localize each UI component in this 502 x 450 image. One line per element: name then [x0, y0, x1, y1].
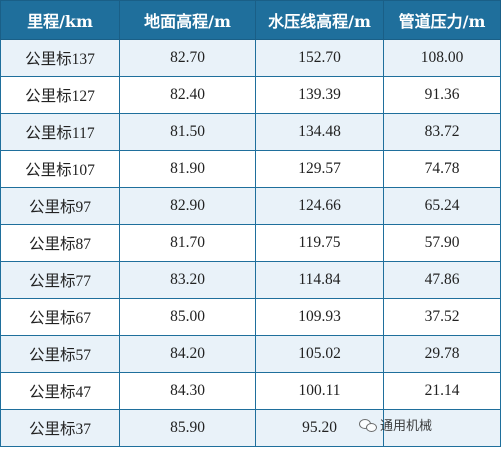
- wechat-icon: [358, 418, 377, 432]
- table-row: 公里标47 84.30 100.11 21.14: [0, 372, 501, 410]
- table-row: 公里标117 81.50 134.48 83.72: [0, 113, 501, 151]
- header-pipe-pressure: 管道压力/m: [383, 0, 501, 40]
- cell-mileage: 公里标77: [0, 261, 120, 299]
- table-row: 公里标137 82.70 152.70 108.00: [0, 39, 501, 77]
- cell-ground-elevation: 82.40: [119, 76, 256, 114]
- cell-pipe-pressure: 83.72: [383, 113, 501, 151]
- table-row: 公里标97 82.90 124.66 65.24: [0, 187, 501, 225]
- cell-pipe-pressure: 37.52: [383, 298, 501, 336]
- cell-ground-elevation: 82.70: [119, 39, 256, 77]
- cell-ground-elevation: 85.90: [119, 409, 256, 447]
- cell-mileage: 公里标47: [0, 372, 120, 410]
- cell-hydraulic-grade-elevation: 100.11: [255, 372, 384, 410]
- cell-hydraulic-grade-elevation: 119.75: [255, 224, 384, 262]
- table-row: 公里标37 85.90 95.20: [0, 409, 501, 447]
- watermark: 通用机械: [358, 415, 432, 434]
- cell-mileage: 公里标117: [0, 113, 120, 151]
- cell-pipe-pressure: 74.78: [383, 150, 501, 188]
- table-header-row: 里程/km 地面高程/m 水压线高程/m 管道压力/m: [0, 0, 501, 40]
- table-row: 公里标107 81.90 129.57 74.78: [0, 150, 501, 188]
- cell-hydraulic-grade-elevation: 114.84: [255, 261, 384, 299]
- table-row: 公里标77 83.20 114.84 47.86: [0, 261, 501, 299]
- cell-mileage: 公里标87: [0, 224, 120, 262]
- cell-pipe-pressure: 57.90: [383, 224, 501, 262]
- cell-hydraulic-grade-elevation: 134.48: [255, 113, 384, 151]
- cell-mileage: 公里标57: [0, 335, 120, 373]
- header-hydraulic-grade-elevation: 水压线高程/m: [255, 0, 384, 40]
- table-row: 公里标127 82.40 139.39 91.36: [0, 76, 501, 114]
- cell-mileage: 公里标107: [0, 150, 120, 188]
- header-mileage: 里程/km: [0, 0, 120, 40]
- cell-mileage: 公里标97: [0, 187, 120, 225]
- cell-pipe-pressure: [383, 409, 501, 447]
- cell-mileage: 公里标67: [0, 298, 120, 336]
- cell-ground-elevation: 82.90: [119, 187, 256, 225]
- table-row: 公里标87 81.70 119.75 57.90: [0, 224, 501, 262]
- table-row: 公里标57 84.20 105.02 29.78: [0, 335, 501, 373]
- cell-mileage: 公里标127: [0, 76, 120, 114]
- cell-hydraulic-grade-elevation: 152.70: [255, 39, 384, 77]
- cell-ground-elevation: 81.50: [119, 113, 256, 151]
- cell-pipe-pressure: 91.36: [383, 76, 501, 114]
- header-ground-elevation: 地面高程/m: [119, 0, 256, 40]
- cell-hydraulic-grade-elevation: 129.57: [255, 150, 384, 188]
- cell-ground-elevation: 84.20: [119, 335, 256, 373]
- cell-ground-elevation: 83.20: [119, 261, 256, 299]
- cell-mileage: 公里标37: [0, 409, 120, 447]
- cell-pipe-pressure: 29.78: [383, 335, 501, 373]
- cell-ground-elevation: 84.30: [119, 372, 256, 410]
- cell-ground-elevation: 81.70: [119, 224, 256, 262]
- cell-pipe-pressure: 65.24: [383, 187, 501, 225]
- cell-ground-elevation: 81.90: [119, 150, 256, 188]
- cell-pipe-pressure: 47.86: [383, 261, 501, 299]
- cell-pipe-pressure: 108.00: [383, 39, 501, 77]
- table-row: 公里标67 85.00 109.93 37.52: [0, 298, 501, 336]
- cell-ground-elevation: 85.00: [119, 298, 256, 336]
- cell-pipe-pressure: 21.14: [383, 372, 501, 410]
- cell-hydraulic-grade-elevation: 105.02: [255, 335, 384, 373]
- cell-hydraulic-grade-elevation: 109.93: [255, 298, 384, 336]
- cell-hydraulic-grade-elevation: 139.39: [255, 76, 384, 114]
- cell-hydraulic-grade-elevation: 124.66: [255, 187, 384, 225]
- cell-mileage: 公里标137: [0, 39, 120, 77]
- watermark-text: 通用机械: [379, 419, 432, 434]
